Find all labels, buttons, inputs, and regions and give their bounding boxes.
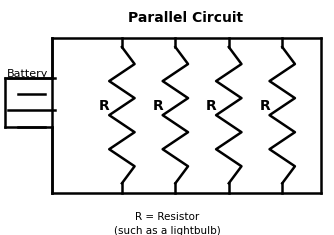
Text: Battery: Battery [7,69,48,79]
Text: R: R [206,99,217,113]
Text: R: R [260,99,270,113]
Text: R = Resistor: R = Resistor [135,212,199,222]
Text: R: R [99,99,110,113]
Text: R: R [153,99,163,113]
Text: (such as a lightbulb): (such as a lightbulb) [114,226,220,235]
Text: Parallel Circuit: Parallel Circuit [128,11,243,25]
